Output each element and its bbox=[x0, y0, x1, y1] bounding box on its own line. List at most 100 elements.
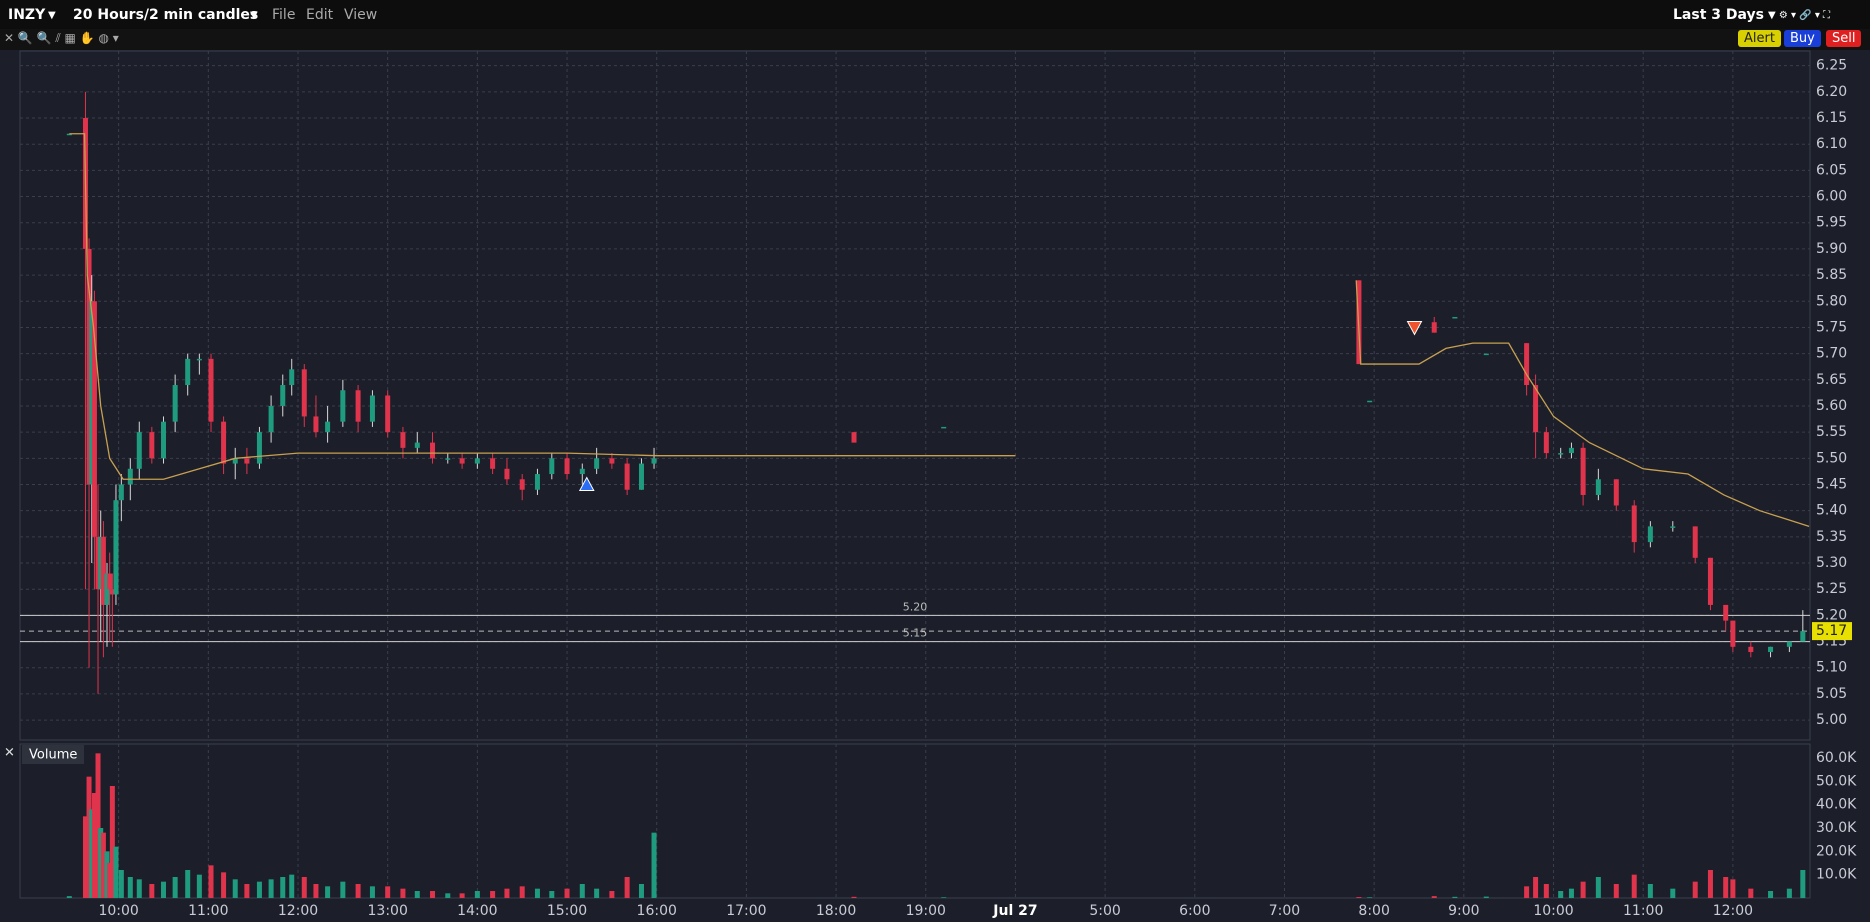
candle-body bbox=[1670, 526, 1676, 528]
y-tick-label: 5.05 bbox=[1816, 686, 1847, 702]
candle-body bbox=[256, 432, 262, 464]
candle-body bbox=[1631, 505, 1637, 543]
volume-bar bbox=[1356, 897, 1362, 898]
candle-body bbox=[369, 395, 375, 422]
sell-button[interactable]: Sell bbox=[1826, 30, 1862, 47]
candle-body bbox=[459, 458, 465, 464]
volume-bar bbox=[624, 877, 630, 898]
y-tick-label: 5.80 bbox=[1816, 293, 1847, 309]
volume-bar bbox=[1730, 879, 1736, 898]
volume-bar bbox=[208, 865, 214, 898]
x-tick-label: 15:00 bbox=[547, 903, 587, 919]
x-tick-label: 12:00 bbox=[278, 903, 318, 919]
volume-bar bbox=[474, 891, 480, 898]
menu-file[interactable]: File bbox=[272, 7, 296, 23]
volume-bar bbox=[149, 884, 155, 898]
symbol[interactable]: INZY bbox=[8, 7, 46, 23]
candle-body bbox=[95, 536, 101, 590]
volume-pane bbox=[19, 743, 1811, 899]
candle-body bbox=[172, 385, 178, 422]
candle-body bbox=[1595, 479, 1601, 495]
volume-bar bbox=[445, 893, 451, 898]
close-icon[interactable]: ✕ bbox=[4, 746, 15, 761]
volume-bar bbox=[519, 886, 525, 898]
volume-bar bbox=[1786, 888, 1792, 898]
volume-bar bbox=[221, 872, 227, 898]
candle-body bbox=[1613, 479, 1619, 506]
x-tick-label: 7:00 bbox=[1269, 903, 1300, 919]
candle-body bbox=[851, 432, 857, 443]
volume-tick-label: 20.0K bbox=[1816, 843, 1857, 859]
volume-bar bbox=[172, 877, 178, 898]
y-tick-label: 5.95 bbox=[1816, 215, 1847, 231]
menu-view[interactable]: View bbox=[344, 7, 378, 23]
candle-body bbox=[638, 463, 644, 490]
candle-body bbox=[86, 248, 92, 485]
menu-edit[interactable]: Edit bbox=[306, 7, 334, 23]
candle-body bbox=[244, 458, 250, 464]
price-pane bbox=[19, 50, 1811, 741]
candle-body bbox=[1768, 646, 1774, 653]
volume-bar bbox=[594, 888, 600, 898]
volume-bar bbox=[504, 888, 510, 898]
volume-bar bbox=[109, 786, 115, 898]
volume-bar bbox=[136, 879, 142, 898]
y-tick-label: 5.90 bbox=[1816, 241, 1847, 257]
candle-body bbox=[89, 301, 95, 485]
candle-body bbox=[579, 468, 585, 475]
volume-bar bbox=[1483, 896, 1489, 898]
volume-bar bbox=[86, 776, 92, 898]
volume-bar bbox=[1631, 874, 1637, 898]
volume-label-bg bbox=[22, 745, 84, 764]
candle-body bbox=[221, 421, 227, 464]
volume-bar bbox=[1558, 891, 1564, 898]
y-tick-label: 5.70 bbox=[1816, 346, 1847, 362]
candle-body bbox=[651, 458, 657, 464]
candle-body bbox=[107, 573, 113, 590]
volume-bar bbox=[1647, 884, 1653, 898]
x-tick-label: 11:00 bbox=[1623, 903, 1663, 919]
volume-bar bbox=[355, 884, 361, 898]
candle-body bbox=[400, 432, 406, 448]
x-tick-label: 19:00 bbox=[906, 903, 946, 919]
candle-body bbox=[113, 500, 119, 595]
candle-body bbox=[1580, 447, 1586, 495]
volume-bar bbox=[107, 863, 113, 898]
vwap-line bbox=[69, 133, 1016, 480]
y-tick-label: 5.65 bbox=[1816, 372, 1847, 388]
buy-button[interactable]: Buy bbox=[1784, 30, 1821, 47]
candle-body bbox=[445, 458, 451, 460]
volume-bar bbox=[244, 884, 250, 898]
candle-body bbox=[1483, 353, 1489, 356]
volume-bar bbox=[400, 888, 406, 898]
volume-tick-label: 50.0K bbox=[1816, 773, 1857, 789]
volume-title: Volume bbox=[29, 748, 77, 763]
y-tick-label: 6.25 bbox=[1816, 58, 1847, 74]
x-tick-label: 11:00 bbox=[188, 903, 228, 919]
candle-body bbox=[1723, 604, 1729, 621]
y-tick-label: 5.25 bbox=[1816, 581, 1847, 597]
volume-bar bbox=[160, 881, 166, 898]
volume-bar bbox=[185, 870, 191, 898]
vwap-line bbox=[1355, 280, 1810, 528]
volume-bar bbox=[385, 886, 391, 898]
candle-body bbox=[104, 573, 110, 605]
candle-body bbox=[534, 474, 540, 490]
x-tick-label: 10:00 bbox=[98, 903, 138, 919]
volume-bar bbox=[579, 884, 585, 898]
range[interactable]: Last 3 Days bbox=[1673, 7, 1764, 23]
candle-body bbox=[1730, 620, 1736, 647]
alert-button[interactable]: Alert bbox=[1738, 30, 1781, 47]
candle-body bbox=[549, 458, 555, 475]
candle-body bbox=[490, 458, 496, 469]
candle-body bbox=[118, 484, 124, 501]
candle-body bbox=[301, 369, 307, 417]
volume-bar bbox=[91, 793, 97, 898]
period[interactable]: 20 Hours/2 min candles bbox=[73, 7, 259, 23]
x-tick-label: 13:00 bbox=[368, 903, 408, 919]
candle-body bbox=[1452, 316, 1458, 319]
candle-body bbox=[474, 458, 480, 464]
volume-bar bbox=[1452, 896, 1458, 898]
y-tick-label: 5.00 bbox=[1816, 712, 1847, 728]
